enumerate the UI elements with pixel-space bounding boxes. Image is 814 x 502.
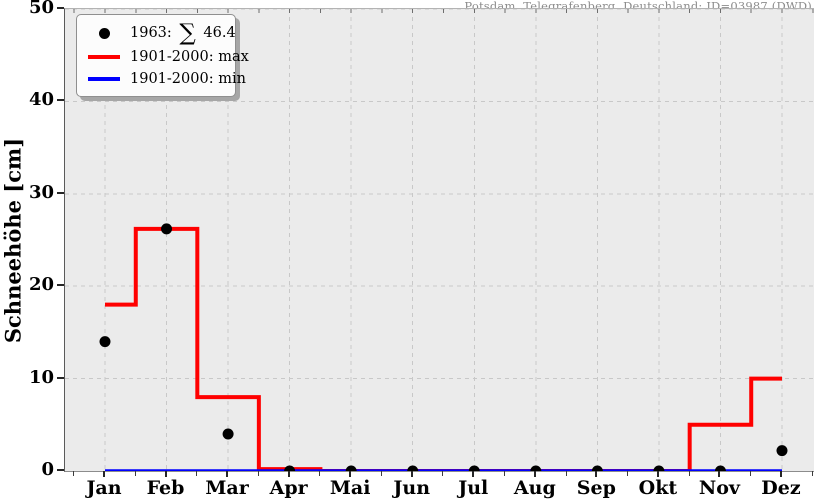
data-point-dot-jan [99, 336, 111, 348]
legend: 1963: ∑ 46.4 1901-2000: max 1901-2000: min [76, 14, 249, 97]
x-tick-minor [380, 471, 382, 476]
x-tick-aug [533, 471, 536, 477]
x-tick-label-jan: Jan [86, 477, 122, 499]
x-tick-label-mai: Mai [329, 477, 371, 499]
x-tick-label-aug: Aug [513, 477, 556, 499]
x-tick-jan [103, 471, 105, 477]
legend-item-series-min: 1901-2000: min [77, 68, 246, 90]
x-tick-minor [134, 471, 136, 476]
y-tick-30 [57, 191, 64, 194]
data-point-dot-mar [222, 428, 234, 440]
data-point-dot-jun [407, 465, 419, 471]
x-tick-nov [718, 471, 721, 477]
y-tick-label-10: 10 [28, 366, 54, 388]
legend-line-marker-icon [83, 77, 125, 81]
x-tick-minor [73, 471, 75, 476]
x-tick-mar [226, 471, 229, 477]
x-tick-minor [442, 471, 444, 476]
y-tick-label-0: 0 [41, 459, 54, 480]
x-tick-label-okt: Okt [638, 477, 678, 499]
x-tick-minor [504, 471, 506, 476]
x-tick-label-sep: Sep [576, 477, 616, 499]
y-tick-0 [57, 469, 64, 471]
plot-canvas [65, 9, 814, 471]
x-tick-dez [779, 471, 782, 477]
legend-item-series-1963: 1963: ∑ 46.4 [77, 20, 236, 46]
x-tick-apr [287, 471, 290, 477]
legend-item-series-max: 1901-2000: max [77, 46, 249, 68]
x-tick-label-jul: Jul [458, 477, 489, 499]
legend-swatch [88, 77, 120, 81]
x-tick-label-feb: Feb [146, 477, 185, 499]
x-tick-jul [472, 471, 475, 477]
x-tick-okt [656, 471, 659, 477]
x-tick-minor [319, 471, 321, 476]
y-tick-label-50: 50 [28, 0, 54, 18]
x-tick-jun [410, 471, 413, 477]
data-point-dot-jul [468, 465, 480, 471]
legend-swatch [88, 55, 120, 59]
x-tick-minor [750, 471, 752, 476]
data-point-dot-mai [345, 465, 357, 471]
data-point-dot-sep [591, 465, 603, 471]
x-tick-mai [349, 471, 352, 477]
y-tick-label-30: 30 [28, 181, 54, 203]
legend-label-series-min: 1901-2000: min [130, 71, 246, 87]
legend-dot-marker-icon [83, 27, 125, 39]
x-tick-label-apr: Apr [269, 477, 308, 499]
data-point-dot-dez [776, 445, 788, 457]
y-tick-40 [57, 99, 64, 102]
max-step-line [105, 226, 782, 471]
y-tick-10 [57, 376, 64, 379]
x-tick-minor [257, 471, 259, 476]
x-tick-label-mar: Mar [205, 477, 249, 499]
legend-line-marker-icon [83, 55, 125, 59]
y-axis-title: Schneehöhe [cm] [0, 137, 26, 344]
x-tick-feb [164, 471, 167, 477]
x-tick-label-nov: Nov [698, 477, 740, 499]
x-tick-label-dez: Dez [761, 477, 801, 499]
data-point-dot-okt [653, 465, 665, 471]
y-tick-label-20: 20 [28, 274, 54, 296]
data-point-dot-apr [284, 465, 296, 471]
x-tick-minor [688, 471, 690, 476]
x-tick-label-jun: Jun [393, 477, 431, 499]
y-tick-50 [57, 7, 64, 9]
x-tick-minor [627, 471, 629, 476]
y-tick-20 [57, 284, 64, 287]
data-point-dot-nov [714, 465, 726, 471]
y-tick-label-40: 40 [28, 89, 54, 111]
legend-label-series-1963: 1963: ∑ 46.4 [130, 20, 236, 46]
legend-swatch [98, 27, 110, 39]
x-tick-minor [565, 471, 567, 476]
data-point-dot-feb [161, 223, 173, 235]
data-point-dot-aug [530, 465, 542, 471]
legend-label-series-max: 1901-2000: max [130, 49, 249, 65]
x-tick-sep [595, 471, 598, 477]
sum-symbol: ∑ [179, 20, 196, 46]
x-tick-minor [196, 471, 198, 476]
x-tick-minor [811, 471, 813, 476]
